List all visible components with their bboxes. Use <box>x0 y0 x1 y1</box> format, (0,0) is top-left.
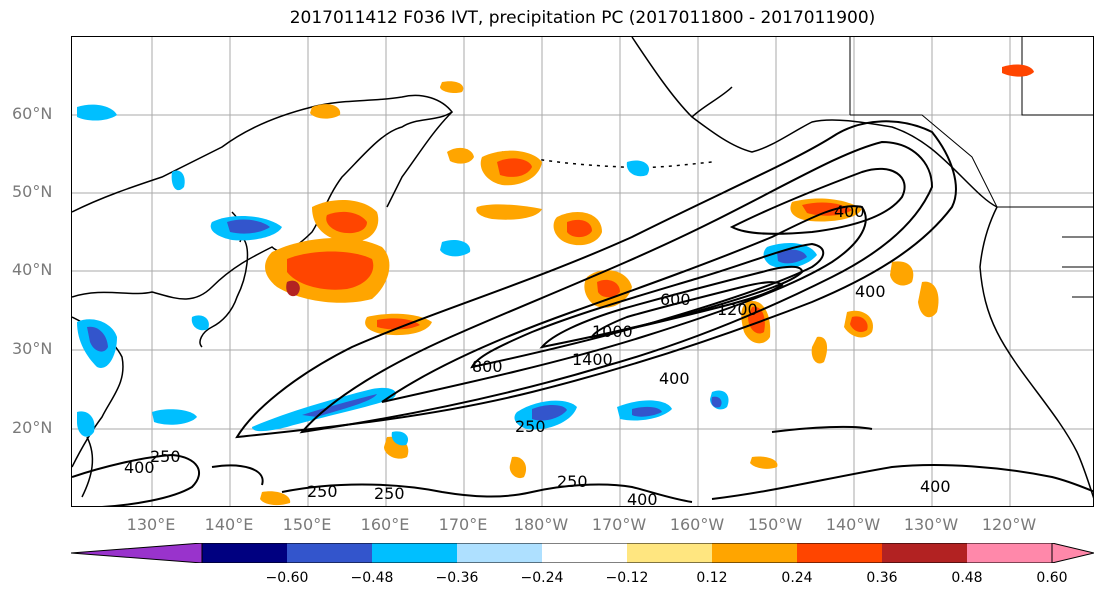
lon-label: 120°W <box>981 515 1037 534</box>
colorbar-tick: −0.12 <box>605 570 649 586</box>
contour-label: 1200 <box>717 300 758 319</box>
colorbar-tick: −0.60 <box>265 570 309 586</box>
colorbar-bin <box>457 543 542 563</box>
map-canvas: 250 400 250 400 800 1000 1400 600 1200 4… <box>72 37 1093 507</box>
contour-label: 400 <box>834 202 865 221</box>
colorbar-bin <box>712 543 797 563</box>
colorbar-frame <box>201 543 1053 563</box>
colorbar-bin <box>372 543 457 563</box>
contour-label: 1000 <box>592 322 633 341</box>
colorbar-bin <box>202 543 287 563</box>
lon-label: 130°W <box>903 515 959 534</box>
lon-label: 160°W <box>669 515 725 534</box>
colorbar-extend-high <box>1051 543 1094 563</box>
lon-label: 160°E <box>360 515 410 534</box>
colorbar-tick: 0.36 <box>866 570 898 586</box>
map-title: 2017011412 F036 IVT, precipitation PC (2… <box>289 8 876 28</box>
coastlines <box>72 37 1093 499</box>
lon-label: 170°E <box>438 515 488 534</box>
lon-label: 150°W <box>747 515 803 534</box>
contour-label: 250 <box>557 472 588 491</box>
lon-label: 150°E <box>282 515 332 534</box>
contour-label: 400 <box>124 458 155 477</box>
contour-label: 250 <box>374 484 405 503</box>
contour-label: 400 <box>920 477 951 496</box>
colorbar-bin <box>287 543 372 563</box>
lon-label: 130°E <box>126 515 176 534</box>
colorbar-tick: 0.48 <box>951 570 983 586</box>
contour-labels: 250 400 250 400 800 1000 1400 600 1200 4… <box>124 202 951 507</box>
contour-label: 250 <box>307 482 338 501</box>
colorbar <box>71 543 1094 563</box>
lat-label: 50°N <box>12 182 53 201</box>
colorbar-tick: 0.24 <box>781 570 813 586</box>
lon-label: 140°E <box>204 515 254 534</box>
colorbar-bin <box>882 543 967 563</box>
colorbar-tick: 0.60 <box>1036 570 1068 586</box>
lat-label: 20°N <box>12 418 53 437</box>
lon-label: 140°W <box>825 515 881 534</box>
contour-label: 400 <box>627 490 658 507</box>
contour-label: 400 <box>659 369 690 388</box>
colorbar-bin <box>542 543 627 563</box>
contour-label: 250 <box>515 417 546 436</box>
lon-label: 180°W <box>513 515 569 534</box>
ivt-contours <box>72 120 1093 506</box>
contour-label: 400 <box>855 282 886 301</box>
graticule <box>72 37 1093 506</box>
colorbar-tick: −0.24 <box>520 570 564 586</box>
map-panel: 250 400 250 400 800 1000 1400 600 1200 4… <box>71 36 1094 507</box>
colorbar-tick: 0.12 <box>696 570 728 586</box>
contour-label: 250 <box>150 447 181 466</box>
colorbar-bin <box>627 543 712 563</box>
contour-label: 1400 <box>572 350 613 369</box>
lat-label: 40°N <box>12 260 53 279</box>
colorbar-extend-low <box>71 543 203 563</box>
contour-label: 600 <box>660 290 691 309</box>
precip-pc-fill <box>77 64 1034 506</box>
lon-label: 170°W <box>591 515 647 534</box>
colorbar-bin <box>967 543 1052 563</box>
contour-label: 800 <box>472 357 503 376</box>
colorbar-tick: −0.36 <box>435 570 479 586</box>
colorbar-bin <box>797 543 882 563</box>
colorbar-tick: −0.48 <box>350 570 394 586</box>
lat-label: 30°N <box>12 339 53 358</box>
lat-label: 60°N <box>12 104 53 123</box>
